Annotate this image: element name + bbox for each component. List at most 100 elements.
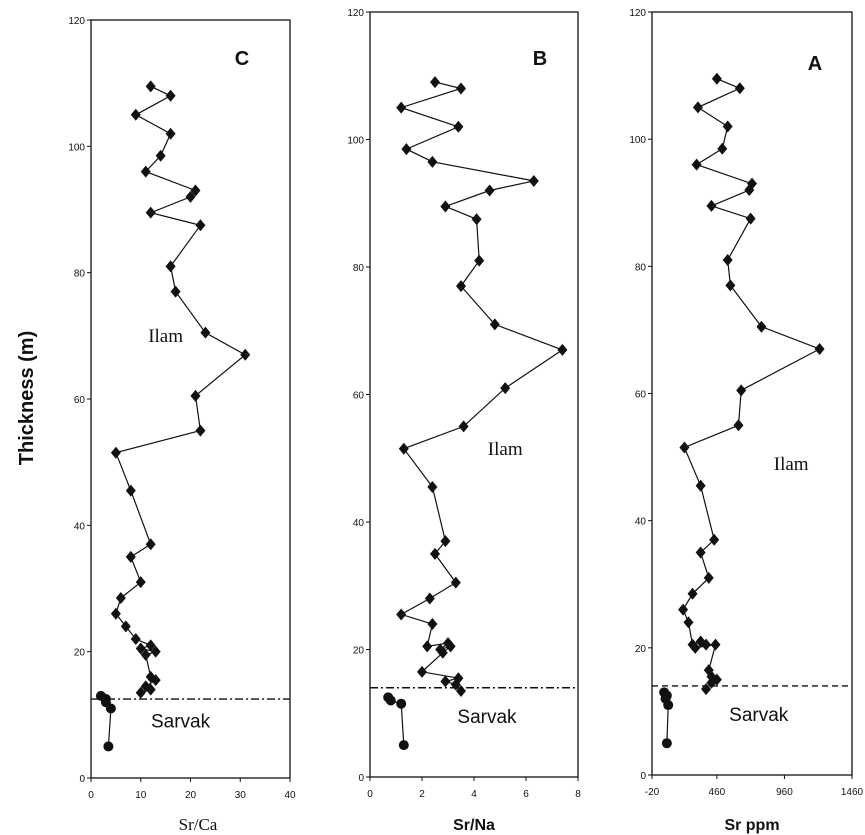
data-point-circle — [661, 738, 672, 749]
panel-letter: B — [533, 48, 547, 70]
x-tick-label: 40 — [284, 790, 296, 801]
data-point-diamond — [427, 155, 438, 168]
data-point-diamond — [200, 326, 211, 339]
y-tick-label: 100 — [347, 136, 364, 147]
y-tick-label: 60 — [353, 391, 365, 402]
data-point-diamond — [110, 446, 121, 459]
y-tick-label: 20 — [74, 648, 86, 659]
data-point-diamond — [195, 219, 206, 232]
y-tick-label: 80 — [353, 263, 365, 274]
data-point-diamond — [125, 484, 136, 497]
data-point-diamond — [150, 674, 161, 687]
y-tick-label: 100 — [629, 135, 646, 146]
data-point-diamond — [130, 108, 141, 121]
data-point-diamond — [733, 419, 744, 432]
data-point-diamond — [458, 420, 469, 433]
data-point-diamond — [456, 684, 466, 697]
data-point-diamond — [690, 641, 701, 654]
x-tick-label: 1460 — [841, 787, 864, 798]
y-tick-label: 100 — [68, 142, 85, 153]
plot-frame — [369, 11, 579, 778]
panel-b-sr-na: 0 20 40 60 80 100 120 0 2 4 6 8 Sr/Na B Ilam Sarvak — [347, 8, 581, 834]
unit-label-sarvak: Sarvak — [151, 711, 211, 732]
x-tick-label: 960 — [776, 787, 793, 798]
x-tick-label: 10 — [135, 790, 147, 801]
x-axis-label: Sr/Na — [453, 817, 495, 834]
data-point-diamond — [744, 184, 755, 197]
x-tick-label: 2 — [419, 789, 425, 800]
data-point-diamond — [471, 213, 482, 226]
y-tick-label: 80 — [74, 269, 86, 280]
data-point-diamond — [120, 620, 131, 633]
data-point-diamond — [484, 184, 495, 197]
data-point-diamond — [706, 199, 717, 212]
x-axis-label: Sr/Ca — [179, 815, 218, 834]
data-point-diamond — [135, 642, 146, 655]
data-point-diamond — [709, 533, 720, 546]
data-point-diamond — [150, 645, 161, 658]
data-point-diamond — [691, 158, 702, 171]
data-point-diamond — [710, 638, 721, 651]
data-point-diamond — [195, 424, 206, 437]
y-tick-label: 60 — [74, 395, 86, 406]
ilam-series-line — [682, 78, 822, 690]
data-point-diamond — [528, 174, 539, 187]
data-point-diamond — [240, 348, 251, 361]
data-point-diamond — [165, 127, 176, 140]
data-point-diamond — [190, 389, 201, 402]
data-point-diamond — [185, 190, 196, 203]
plot-frame — [90, 19, 291, 779]
data-point-diamond — [756, 320, 767, 333]
data-point-diamond — [135, 686, 146, 699]
data-point-circle — [385, 695, 396, 706]
data-point-diamond — [722, 253, 733, 266]
data-point-diamond — [440, 200, 451, 213]
data-point-diamond — [703, 571, 714, 584]
unit-label-ilam: Ilam — [148, 326, 183, 347]
data-point-diamond — [683, 616, 694, 629]
y-tick-label: 120 — [629, 8, 646, 19]
data-point-diamond — [140, 165, 151, 178]
unit-label-sarvak: Sarvak — [729, 705, 789, 726]
data-point-diamond — [165, 260, 176, 273]
data-point-diamond — [734, 82, 745, 95]
x-tick-label: -20 — [645, 787, 660, 798]
x-tick-label: 30 — [235, 790, 247, 801]
panel-letter: C — [235, 48, 249, 70]
ilam-series-line — [115, 85, 247, 694]
data-point-circle — [396, 698, 407, 709]
y-tick-label: 120 — [68, 16, 85, 27]
data-point-diamond — [135, 576, 146, 589]
data-point-diamond — [440, 675, 451, 688]
data-point-diamond — [427, 618, 438, 630]
data-point-diamond — [145, 639, 156, 652]
data-point-diamond — [450, 576, 461, 589]
data-point-diamond — [706, 676, 717, 689]
x-tick-label: 20 — [185, 790, 197, 801]
data-point-diamond — [717, 142, 728, 155]
y-tick-label: 20 — [635, 644, 647, 655]
data-point-diamond — [474, 254, 485, 267]
unit-label-sarvak: Sarvak — [457, 707, 517, 728]
data-point-diamond — [165, 89, 176, 102]
plot-frame — [651, 11, 853, 776]
x-tick-label: 0 — [88, 790, 94, 801]
data-point-diamond — [398, 442, 409, 455]
x-tick-label: 4 — [471, 789, 477, 800]
data-point-diamond — [440, 535, 451, 548]
data-point-diamond — [456, 280, 466, 293]
data-point-diamond — [450, 678, 461, 691]
data-point-diamond — [725, 279, 736, 292]
data-point-diamond — [711, 72, 722, 85]
data-point-diamond — [401, 143, 412, 156]
x-tick-label: 460 — [709, 787, 726, 798]
data-point-diamond — [445, 640, 456, 653]
data-point-diamond — [424, 592, 435, 605]
data-point-diamond — [489, 318, 500, 331]
data-point-diamond — [422, 640, 433, 653]
data-point-circle — [663, 700, 674, 711]
y-tick-label: 60 — [635, 390, 647, 401]
data-point-diamond — [437, 646, 448, 659]
y-axis-label: Thickness (m) — [16, 331, 38, 465]
